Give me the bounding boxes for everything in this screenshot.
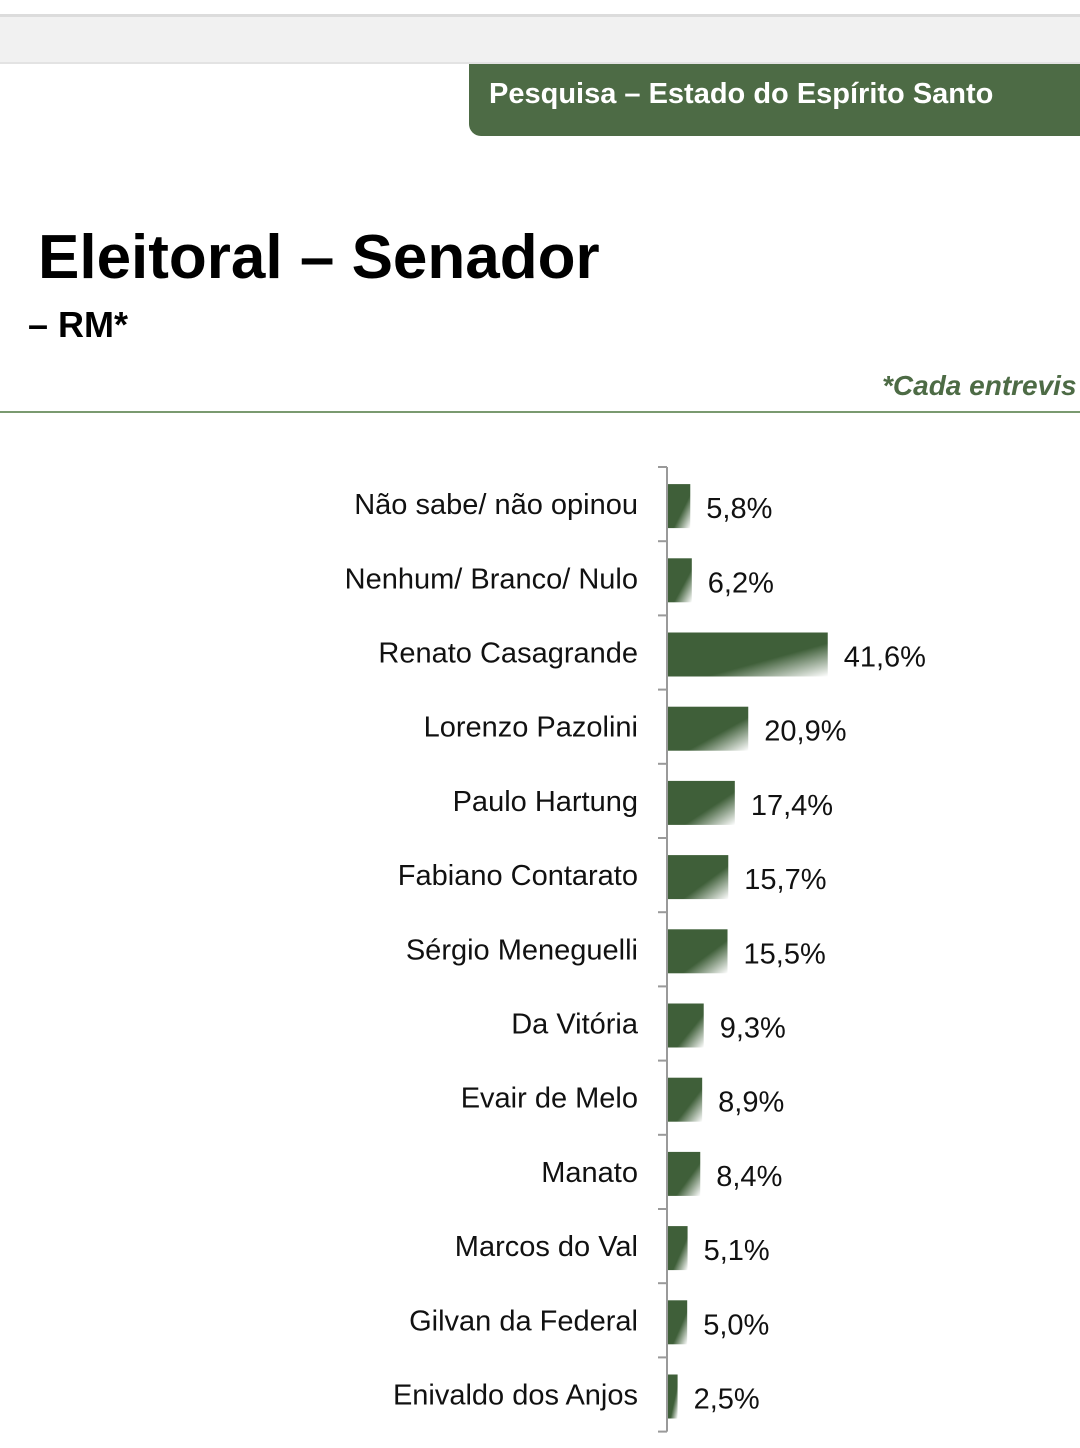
category-label: Gilvan da Federal <box>409 1305 638 1337</box>
page-title: Eleitoral – Senador <box>38 223 600 292</box>
value-label: 6,2% <box>708 567 774 599</box>
value-label: 41,6% <box>844 642 926 674</box>
bar <box>668 632 828 677</box>
value-label: 5,1% <box>704 1235 770 1267</box>
value-label: 17,4% <box>751 790 833 822</box>
bar <box>668 1151 701 1196</box>
value-label: 8,4% <box>716 1161 782 1193</box>
category-label: Fabiano Contarato <box>398 860 638 892</box>
value-label: 8,9% <box>718 1087 784 1119</box>
footnote-note: *Cada entrevis <box>882 370 1077 401</box>
value-label: 15,5% <box>744 938 826 970</box>
value-label: 9,3% <box>720 1013 786 1045</box>
header-divider <box>0 411 1080 413</box>
bar <box>668 1226 688 1271</box>
bar <box>668 706 749 751</box>
bar <box>668 855 729 900</box>
category-label: Enivaldo dos Anjos <box>393 1380 638 1412</box>
category-label: Lorenzo Pazolini <box>424 712 638 744</box>
category-label: Sérgio Meneguelli <box>406 934 638 966</box>
value-label: 5,0% <box>703 1309 769 1341</box>
page-subtitle: – RM* <box>28 304 129 345</box>
category-label: Renato Casagrande <box>378 638 638 670</box>
bar <box>668 780 735 825</box>
bar <box>668 1077 703 1122</box>
category-label: Paulo Hartung <box>453 786 638 818</box>
value-label: 20,9% <box>764 716 846 748</box>
category-label: Da Vitória <box>511 1009 639 1041</box>
bar <box>668 1300 688 1345</box>
value-label: 15,7% <box>744 864 826 896</box>
header-tab-title: Pesquisa – Estado do Espírito Santo <box>489 78 994 110</box>
category-label: Evair de Melo <box>461 1083 638 1115</box>
category-label: Não sabe/ não opinou <box>354 489 638 521</box>
value-label: 5,8% <box>706 493 772 525</box>
bar <box>668 558 692 603</box>
bar <box>668 929 728 974</box>
category-label: Marcos do Val <box>455 1231 638 1263</box>
browser-top-strip <box>0 14 1080 64</box>
category-label: Manato <box>541 1157 638 1189</box>
bar <box>668 484 691 529</box>
category-label: Nenhum/ Branco/ Nulo <box>345 563 638 595</box>
value-label: 2,5% <box>694 1384 760 1416</box>
bar <box>668 1003 704 1048</box>
bar <box>668 1374 678 1419</box>
header-tab: Pesquisa – Estado do Espírito Santo <box>469 64 1080 136</box>
